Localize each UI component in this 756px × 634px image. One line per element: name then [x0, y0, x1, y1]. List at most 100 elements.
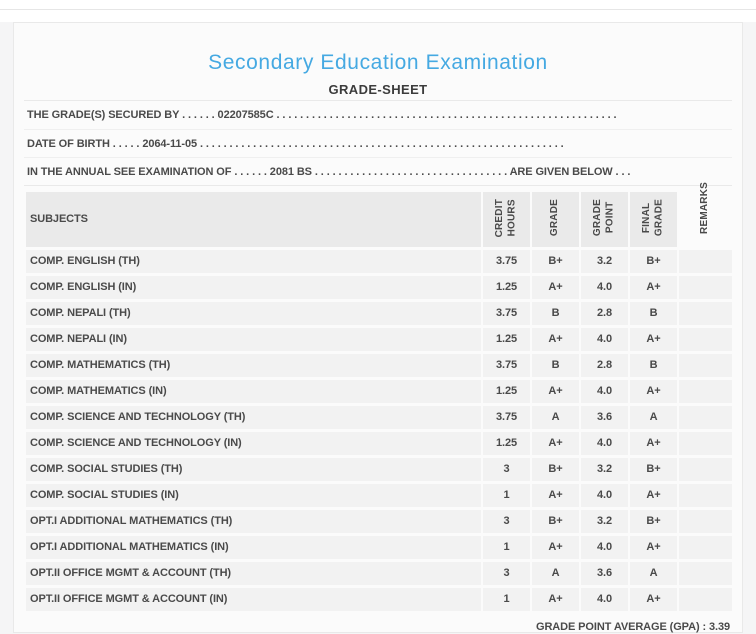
table-row: COMP. SCIENCE AND TECHNOLOGY (TH) 3.75 A…: [26, 405, 732, 429]
info-line-symbol-number: THE GRADE(S) SECURED BY . . . . . . 0220…: [27, 109, 617, 121]
remarks-cell: [679, 327, 732, 351]
subject-cell: COMP. NEPALI (IN): [26, 327, 481, 351]
table-row: OPT.II OFFICE MGMT & ACCOUNT (TH) 3 A 3.…: [26, 561, 732, 585]
grade-point-column-header: GRADE POINT: [581, 192, 628, 247]
remarks-rotated-label: REMARKS: [699, 182, 711, 234]
grade-cell: A+: [532, 587, 579, 611]
final-grade-cell: A: [630, 561, 677, 585]
subject-cell: COMP. SCIENCE AND TECHNOLOGY (IN): [26, 431, 481, 455]
remarks-cell: [679, 457, 732, 481]
grade-cell: A+: [532, 431, 579, 455]
final-grade-cell: A+: [630, 587, 677, 611]
subject-cell: COMP. NEPALI (TH): [26, 301, 481, 325]
candidate-info-section: THE GRADE(S) SECURED BY . . . . . . 0220…: [24, 100, 732, 186]
grade-cell: A+: [532, 535, 579, 559]
table-row: COMP. NEPALI (IN) 1.25 A+ 4.0 A+: [26, 327, 732, 351]
table-row: COMP. MATHEMATICS (TH) 3.75 B 2.8 B: [26, 353, 732, 377]
remarks-cell: [679, 353, 732, 377]
credit-hours-cell: 3: [483, 457, 530, 481]
subject-cell: COMP. ENGLISH (IN): [26, 275, 481, 299]
credit-hours-cell: 1.25: [483, 327, 530, 351]
table-row: COMP. SOCIAL STUDIES (TH) 3 B+ 3.2 B+: [26, 457, 732, 481]
subject-cell: COMP. SOCIAL STUDIES (IN): [26, 483, 481, 507]
grade-cell: A: [532, 405, 579, 429]
credit-hours-cell: 1: [483, 587, 530, 611]
grade-point-cell: 4.0: [581, 483, 628, 507]
grade-cell: B+: [532, 457, 579, 481]
remarks-cell: [679, 379, 732, 403]
table-row: COMP. ENGLISH (IN) 1.25 A+ 4.0 A+: [26, 275, 732, 299]
info-line-exam-year: IN THE ANNUAL SEE EXAMINATION OF . . . .…: [24, 157, 732, 185]
grades-table-header: SUBJECTS CREDIT HOURS GRADE GRADE POINT …: [26, 182, 732, 247]
remarks-cell: [679, 561, 732, 585]
final-grade-cell: A+: [630, 535, 677, 559]
grade-cell: A+: [532, 379, 579, 403]
credit-hours-column-header: CREDIT HOURS: [483, 192, 530, 247]
remarks-cell: [679, 405, 732, 429]
subject-cell: COMP. ENGLISH (TH): [26, 249, 481, 273]
grade-cell: B+: [532, 509, 579, 533]
grade-point-cell: 3.2: [581, 457, 628, 481]
subject-cell: COMP. MATHEMATICS (IN): [26, 379, 481, 403]
remarks-cell: [679, 275, 732, 299]
grade-point-cell: 2.8: [581, 301, 628, 325]
grade-cell: A+: [532, 275, 579, 299]
credit-hours-cell: 1: [483, 483, 530, 507]
grade-point-cell: 3.6: [581, 561, 628, 585]
gpa-summary: GRADE POINT AVERAGE (GPA) : 3.39: [535, 620, 730, 633]
final-grade-cell: A+: [630, 483, 677, 507]
final-grade-cell: A+: [630, 431, 677, 455]
subject-cell: COMP. SCIENCE AND TECHNOLOGY (TH): [26, 405, 481, 429]
credit-hours-cell: 1.25: [483, 379, 530, 403]
remarks-cell: [679, 509, 732, 533]
credit-hours-rotated-label: CREDIT HOURS: [494, 198, 518, 238]
credit-hours-cell: 3.75: [483, 249, 530, 273]
remarks-cell: [679, 249, 732, 273]
final-grade-cell: B+: [630, 457, 677, 481]
grade-point-cell: 4.0: [581, 275, 628, 299]
table-row: COMP. SOCIAL STUDIES (IN) 1 A+ 4.0 A+: [26, 483, 732, 507]
subject-cell: OPT.II OFFICE MGMT & ACCOUNT (IN): [26, 587, 481, 611]
grade-point-cell: 4.0: [581, 327, 628, 351]
page-subtitle: GRADE-SHEET: [328, 82, 428, 97]
grade-point-cell: 4.0: [581, 431, 628, 455]
final-grade-cell: B+: [630, 509, 677, 533]
final-grade-rotated-label: FINAL GRADE: [641, 199, 665, 237]
grade-cell: A+: [532, 483, 579, 507]
credit-hours-cell: 3.75: [483, 353, 530, 377]
grade-point-cell: 4.0: [581, 379, 628, 403]
final-grade-cell: B+: [630, 249, 677, 273]
subject-cell: OPT.I ADDITIONAL MATHEMATICS (IN): [26, 535, 481, 559]
grades-table: SUBJECTS CREDIT HOURS GRADE GRADE POINT …: [24, 182, 734, 614]
final-grade-cell: B: [630, 301, 677, 325]
grade-sheet-panel: Secondary Education Examination GRADE-SH…: [13, 22, 743, 633]
grade-cell: A: [532, 561, 579, 585]
subjects-column-header: SUBJECTS: [26, 192, 481, 247]
grade-cell: B: [532, 301, 579, 325]
grade-point-rotated-label: GRADE POINT: [592, 199, 616, 237]
header-row: SUBJECTS CREDIT HOURS GRADE GRADE POINT …: [26, 182, 732, 247]
subject-cell: OPT.II OFFICE MGMT & ACCOUNT (TH): [26, 561, 481, 585]
grade-cell: B+: [532, 249, 579, 273]
grade-point-cell: 3.2: [581, 249, 628, 273]
final-grade-cell: A: [630, 405, 677, 429]
final-grade-column-header: FINAL GRADE: [630, 192, 677, 247]
grade-point-cell: 4.0: [581, 587, 628, 611]
top-whitespace-bar: [0, 0, 756, 10]
grades-table-body: COMP. ENGLISH (TH) 3.75 B+ 3.2 B+ COMP. …: [26, 249, 732, 611]
final-grade-cell: B: [630, 353, 677, 377]
final-grade-cell: A+: [630, 275, 677, 299]
credit-hours-cell: 3.75: [483, 405, 530, 429]
grade-point-cell: 3.2: [581, 509, 628, 533]
table-row: COMP. ENGLISH (TH) 3.75 B+ 3.2 B+: [26, 249, 732, 273]
remarks-cell: [679, 301, 732, 325]
grade-cell: B: [532, 353, 579, 377]
grade-point-cell: 2.8: [581, 353, 628, 377]
table-row: OPT.II OFFICE MGMT & ACCOUNT (IN) 1 A+ 4…: [26, 587, 732, 611]
final-grade-cell: A+: [630, 379, 677, 403]
credit-hours-cell: 1: [483, 535, 530, 559]
remarks-cell: [679, 587, 732, 611]
table-row: COMP. MATHEMATICS (IN) 1.25 A+ 4.0 A+: [26, 379, 732, 403]
final-grade-cell: A+: [630, 327, 677, 351]
grade-point-cell: 3.6: [581, 405, 628, 429]
